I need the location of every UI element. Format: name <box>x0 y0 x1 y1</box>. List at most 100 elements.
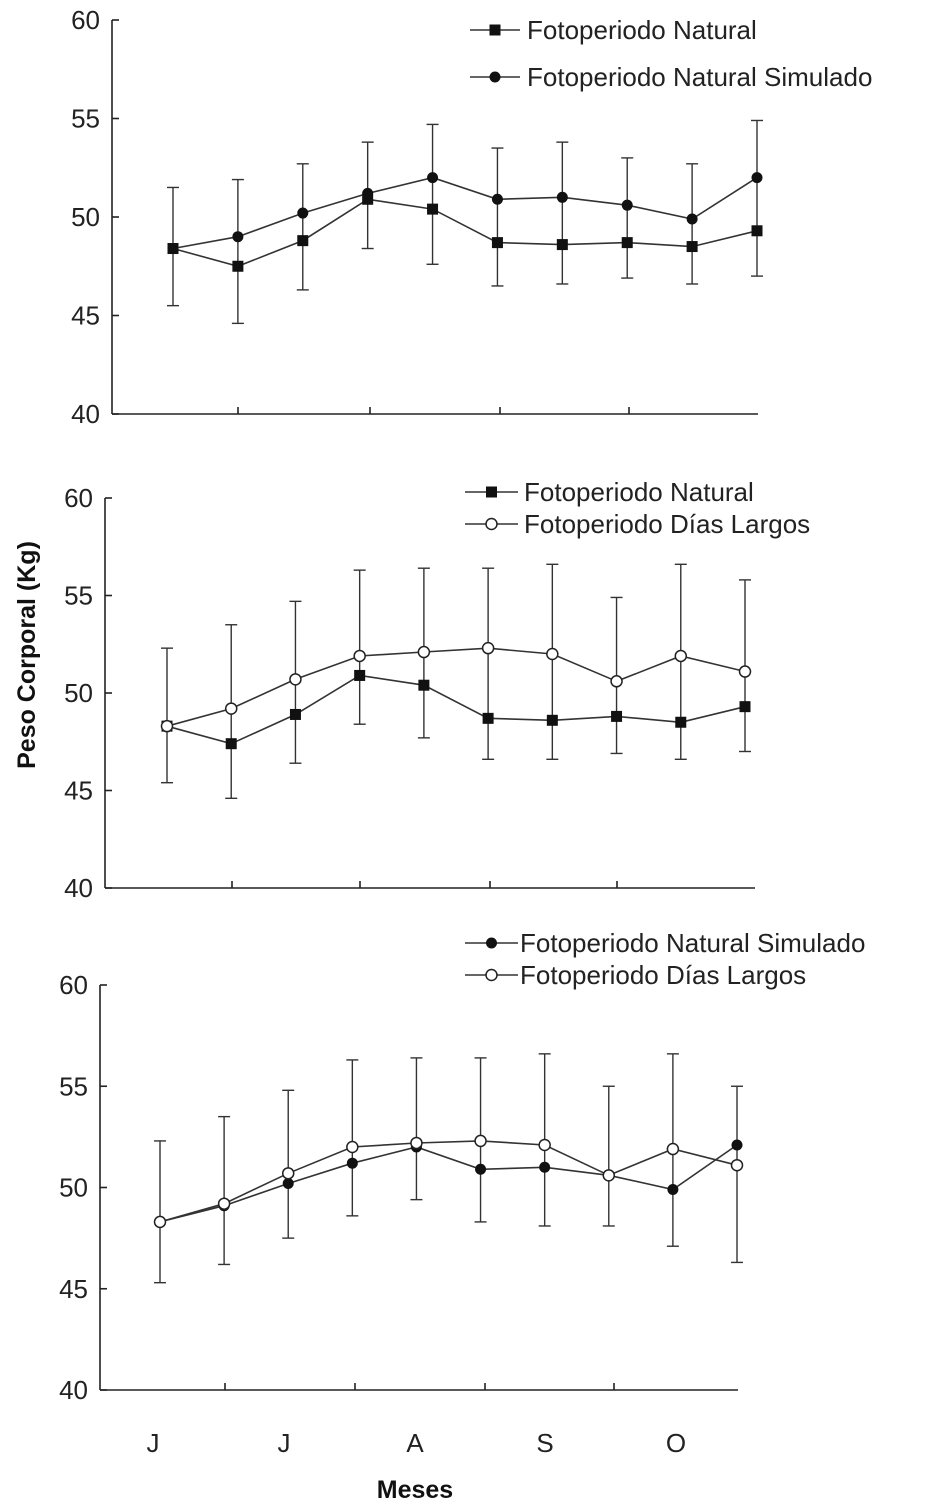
legend-label: Fotoperiodo Natural Simulado <box>527 62 872 92</box>
series-line <box>166 674 746 745</box>
open-circle-marker <box>346 1140 359 1154</box>
series-line <box>172 198 758 268</box>
y-tick-label: 45 <box>64 776 93 806</box>
square-marker <box>362 193 374 205</box>
month-label: O <box>666 1428 686 1458</box>
open-circle-marker <box>738 665 752 678</box>
filled-circle-marker <box>167 243 179 255</box>
filled-circle-marker <box>427 172 439 184</box>
legend-label: Fotoperiodo Natural Simulado <box>520 928 865 958</box>
legend-label: Fotoperiodo Días Largos <box>520 960 806 990</box>
chart-panel-3: 40 45 50 55 60 Fotoperiodo Natural SimuladoFo… <box>59 928 865 1405</box>
open-circle-marker <box>610 675 623 688</box>
square-marker <box>297 235 309 247</box>
series-2 <box>153 1134 744 1229</box>
open-circle-marker <box>602 1169 616 1182</box>
y-tick-label: 60 <box>71 5 100 35</box>
y-tick-label: 55 <box>71 104 100 134</box>
series-2 <box>167 172 763 255</box>
open-circle-marker <box>485 968 498 982</box>
open-circle-marker <box>538 1138 551 1152</box>
filled-circle-marker <box>751 172 763 184</box>
filled-circle-marker <box>667 1184 679 1196</box>
open-circle-marker <box>353 649 366 663</box>
filled-circle-marker <box>686 213 698 225</box>
filled-circle-marker <box>232 231 244 243</box>
filled-circle-marker <box>282 1177 294 1189</box>
y-tick-label: 40 <box>64 873 93 903</box>
open-circle-marker <box>485 517 498 531</box>
y-tick-label: 50 <box>71 202 100 232</box>
square-marker <box>486 486 497 498</box>
legend-label: Fotoperiodo Natural <box>524 477 754 507</box>
square-marker <box>354 669 366 681</box>
x-axis-label: Meses <box>377 1476 453 1504</box>
y-tick-label: 60 <box>59 970 88 1000</box>
open-circle-marker <box>730 1158 744 1172</box>
legend: Fotoperiodo Natural Fotoperiodo Natural S… <box>470 15 872 92</box>
open-circle-marker <box>474 1134 487 1148</box>
y-tick-label: 50 <box>64 678 93 708</box>
y-tick-label: 60 <box>64 483 93 513</box>
square-marker <box>546 714 558 726</box>
filled-circle-marker <box>539 1161 551 1173</box>
y-tick-label: 45 <box>59 1274 88 1304</box>
series-line <box>172 176 758 250</box>
filled-circle-marker <box>362 187 374 199</box>
open-circle-marker <box>417 645 431 659</box>
square-marker <box>739 701 751 713</box>
open-circle-marker <box>217 1197 231 1210</box>
filled-circle-marker <box>486 937 497 949</box>
y-tick-label: 50 <box>59 1173 88 1203</box>
y-tick-label: 40 <box>59 1375 88 1405</box>
square-marker <box>489 24 501 36</box>
y-tick-label: 55 <box>59 1071 88 1101</box>
open-circle-marker <box>666 1142 680 1156</box>
series-1 <box>167 193 763 272</box>
y-axis-label: Peso Corporal (Kg) <box>13 541 41 769</box>
series-1 <box>154 1139 743 1228</box>
square-marker <box>556 239 568 251</box>
square-marker <box>686 241 698 253</box>
open-circle-marker <box>160 719 174 733</box>
legend: Fotoperiodo Natural SimuladoFotoperiodo … <box>465 928 865 990</box>
filled-circle-marker <box>621 199 633 211</box>
open-circle-marker <box>410 1136 423 1150</box>
open-circle-marker <box>153 1215 167 1229</box>
open-circle-marker <box>224 702 238 715</box>
square-marker <box>491 237 503 249</box>
square-marker <box>225 738 237 750</box>
month-label: A <box>406 1428 424 1458</box>
filled-circle-marker <box>475 1163 487 1175</box>
month-label: J <box>278 1428 291 1458</box>
open-circle-marker <box>281 1167 295 1180</box>
legend-label: Fotoperiodo Días Largos <box>524 509 810 539</box>
square-marker <box>751 225 763 237</box>
open-circle-marker <box>289 673 302 686</box>
square-marker <box>611 710 623 722</box>
square-marker <box>418 679 430 691</box>
month-labels: J J A S O <box>147 1428 687 1458</box>
filled-circle-marker <box>731 1139 743 1151</box>
filled-circle-marker <box>297 207 309 219</box>
month-label: J <box>147 1428 160 1458</box>
series-2 <box>160 641 752 733</box>
series-1 <box>161 669 751 750</box>
series-line <box>166 647 746 727</box>
chart-panel-2: 40 45 50 55 60 Fotoperiodo NaturalFotoperiodo… <box>64 477 810 903</box>
month-label: S <box>536 1428 553 1458</box>
series-line <box>159 1140 738 1223</box>
square-marker <box>621 237 633 249</box>
legend-label: Fotoperiodo Natural <box>527 15 757 45</box>
square-marker <box>675 716 687 728</box>
filled-circle-marker <box>556 191 568 203</box>
filled-circle-marker <box>489 71 501 83</box>
y-tick-label: 55 <box>64 581 93 611</box>
series-line <box>159 1144 738 1223</box>
open-circle-marker <box>546 647 559 661</box>
filled-circle-marker <box>491 193 503 205</box>
